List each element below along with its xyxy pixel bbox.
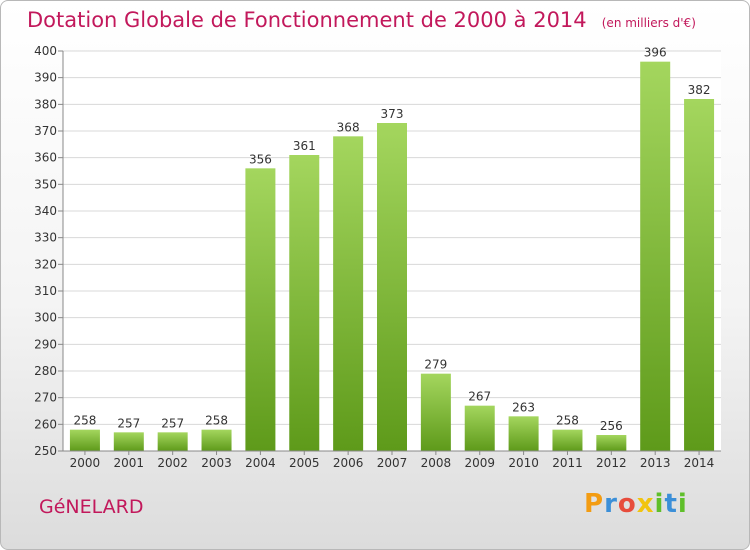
data-label: 258 [205,414,228,428]
bar [640,61,671,452]
data-label: 263 [512,400,535,414]
x-tick-label: 2010 [508,456,539,470]
bar [245,168,276,452]
y-tick-label: 350 [34,177,57,191]
chart-unit-note: (en milliers d'€) [601,16,696,30]
data-label: 257 [117,416,140,430]
data-label: 356 [249,152,272,166]
data-label: 279 [424,358,447,372]
data-label: 267 [468,390,491,404]
data-label: 373 [381,107,404,121]
x-tick-label: 2011 [552,456,583,470]
x-tick-label: 2005 [289,456,320,470]
bar [684,99,715,451]
bar [508,416,539,451]
y-tick-label: 270 [34,391,57,405]
x-tick-label: 2009 [464,456,495,470]
data-label: 258 [556,414,579,428]
y-tick-label: 290 [34,337,57,351]
bar [113,432,144,451]
y-tick-label: 400 [34,44,57,58]
logo-letter: o [617,489,637,519]
bar [596,435,627,451]
place-name: GéNELARD [39,496,144,518]
data-label: 396 [644,46,667,60]
data-label: 382 [688,83,711,97]
y-tick-label: 310 [34,284,57,298]
y-tick-label: 380 [34,97,57,111]
x-tick-label: 2002 [157,456,188,470]
bar [69,429,100,451]
data-label: 368 [337,120,360,134]
logo-letter: i [677,489,688,519]
data-label: 258 [73,414,96,428]
x-tick-label: 2001 [114,456,145,470]
bar [289,155,320,451]
y-tick-label: 260 [34,417,57,431]
logo-letter: t [664,489,678,519]
bar [420,373,451,451]
logo-letter: i [654,489,665,519]
x-tick-label: 2004 [245,456,276,470]
y-tick-label: 390 [34,71,57,85]
bar [201,429,232,451]
bar [464,405,495,451]
x-tick-label: 2007 [377,456,408,470]
bar [157,432,188,451]
chart-title: Dotation Globale de Fonctionnement de 20… [27,8,696,32]
y-tick-label: 360 [34,151,57,165]
y-tick-label: 250 [34,444,57,458]
logo-letter: r [604,489,618,519]
x-tick-label: 2006 [333,456,364,470]
x-tick-label: 2003 [201,456,232,470]
x-tick-label: 2013 [640,456,671,470]
y-tick-label: 340 [34,204,57,218]
logo-letter: P [584,489,605,519]
y-tick-label: 280 [34,364,57,378]
y-tick-label: 320 [34,257,57,271]
data-label: 361 [293,139,316,153]
bar [333,136,364,452]
x-tick-label: 2012 [596,456,627,470]
x-tick-label: 2008 [421,456,452,470]
x-tick-label: 2000 [70,456,101,470]
proxiti-logo: Proxiti [584,489,688,519]
y-tick-label: 300 [34,311,57,325]
y-tick-label: 330 [34,231,57,245]
x-tick-label: 2014 [684,456,715,470]
y-tick-label: 370 [34,124,57,138]
data-label: 257 [161,416,184,430]
bar [377,123,407,451]
logo-letter: x [636,489,655,519]
chart-title-text: Dotation Globale de Fonctionnement de 20… [27,8,587,32]
bar [552,429,583,451]
data-label: 256 [600,419,623,433]
